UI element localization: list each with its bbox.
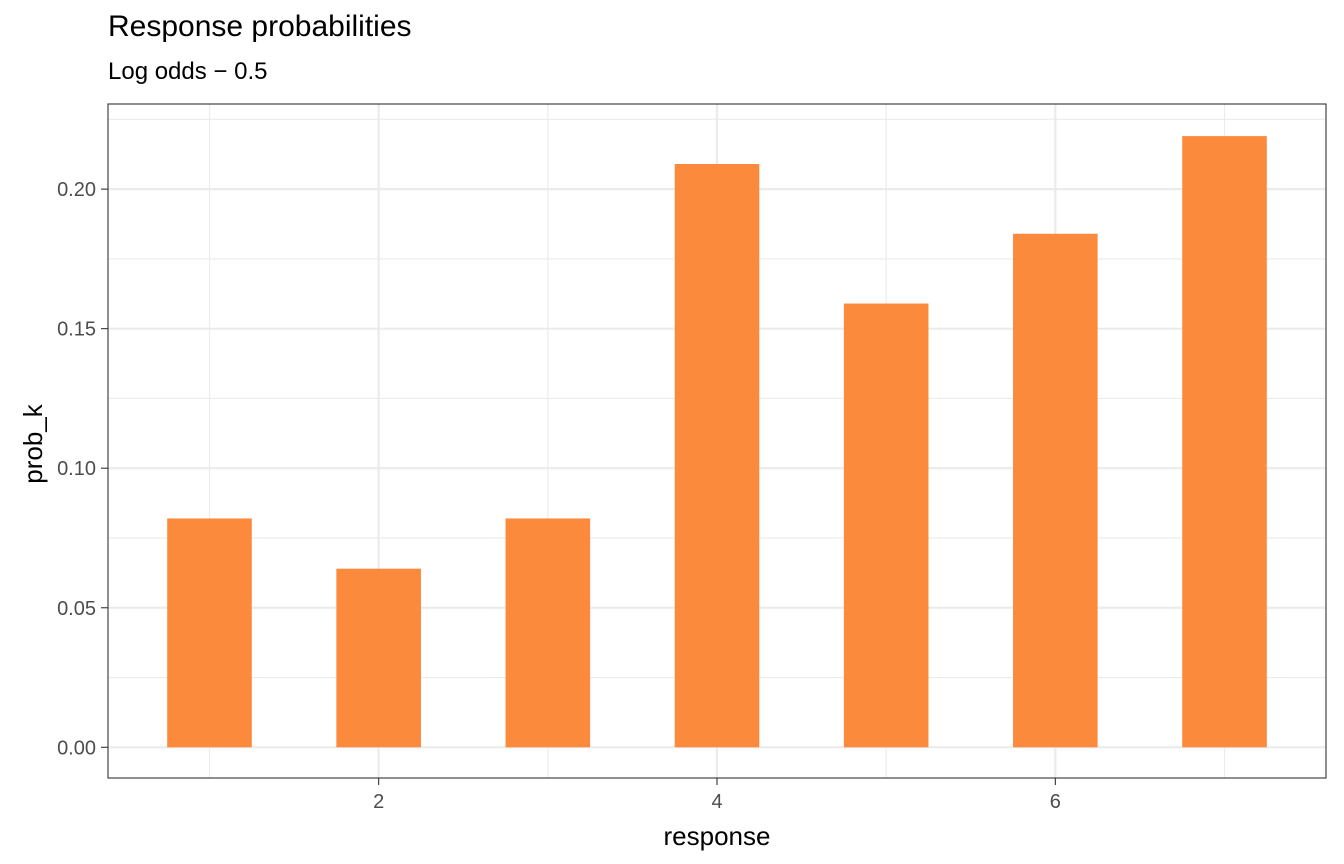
y-tick-label: 0.10 bbox=[57, 458, 96, 480]
y-tick-label: 0.05 bbox=[57, 598, 96, 620]
bar-response-6 bbox=[1013, 233, 1098, 748]
bar-response-2 bbox=[336, 568, 421, 748]
x-tick-label: 2 bbox=[373, 791, 384, 813]
x-tick-label: 4 bbox=[711, 791, 722, 813]
y-tick-label: 0.00 bbox=[57, 737, 96, 759]
bar-response-5 bbox=[843, 303, 929, 748]
bar-response-7 bbox=[1182, 136, 1267, 748]
bar-response-1 bbox=[167, 518, 252, 748]
y-axis: 0.00 0.05 0.10 0.15 0.20 bbox=[57, 179, 108, 759]
bar-response-4 bbox=[674, 164, 760, 748]
y-axis-title: prob_k bbox=[18, 403, 48, 483]
chart-title: Response probabilities bbox=[108, 10, 412, 43]
x-tick-label: 6 bbox=[1050, 791, 1061, 813]
bar-response-3 bbox=[505, 518, 591, 748]
y-tick-label: 0.20 bbox=[57, 179, 96, 201]
chart-subtitle: Log odds − 0.5 bbox=[108, 58, 268, 85]
y-tick-label: 0.15 bbox=[57, 319, 96, 341]
bars bbox=[167, 136, 1267, 748]
x-axis-title: response bbox=[664, 821, 771, 851]
x-axis: 2 4 6 bbox=[373, 778, 1061, 813]
